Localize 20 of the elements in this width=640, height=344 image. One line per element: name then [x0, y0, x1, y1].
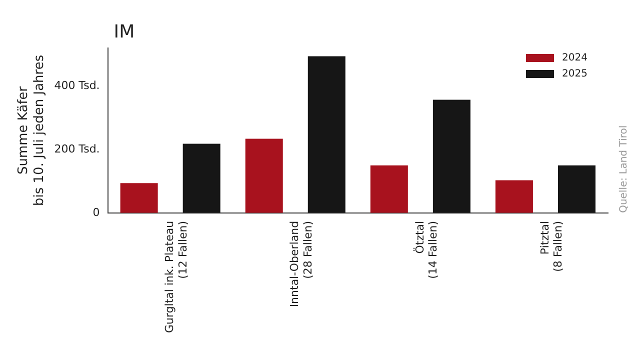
- bar: [370, 165, 408, 213]
- bar: [558, 165, 596, 213]
- legend-label: 2025: [562, 68, 588, 80]
- source-note: Quelle: Land Tirol: [618, 125, 630, 213]
- x-tick-label: Inntal-Oberland (28 Fallen): [288, 220, 314, 308]
- bar: [495, 180, 533, 213]
- bar: [245, 138, 283, 213]
- bar: [432, 100, 470, 213]
- bar: [182, 144, 220, 213]
- x-tick-label: Ötztal (14 Fallen): [412, 220, 440, 279]
- y-tick-label: 200 Tsd.: [54, 142, 100, 156]
- legend-label: 2024: [562, 52, 588, 64]
- bar: [308, 56, 346, 213]
- x-tick-label: Pitztal (8 Fallen): [538, 220, 565, 272]
- y-axis-title: Summe Käfer bis 10. Juli jeden Jahres: [16, 54, 47, 206]
- y-tick-label: 0: [92, 206, 100, 219]
- bar: [120, 183, 158, 213]
- x-tick-label: Gurgltal ink. Plateau (12 Fallen): [163, 220, 190, 334]
- y-tick-label: 400 Tsd.: [54, 78, 100, 92]
- chart-title: IM: [114, 22, 135, 43]
